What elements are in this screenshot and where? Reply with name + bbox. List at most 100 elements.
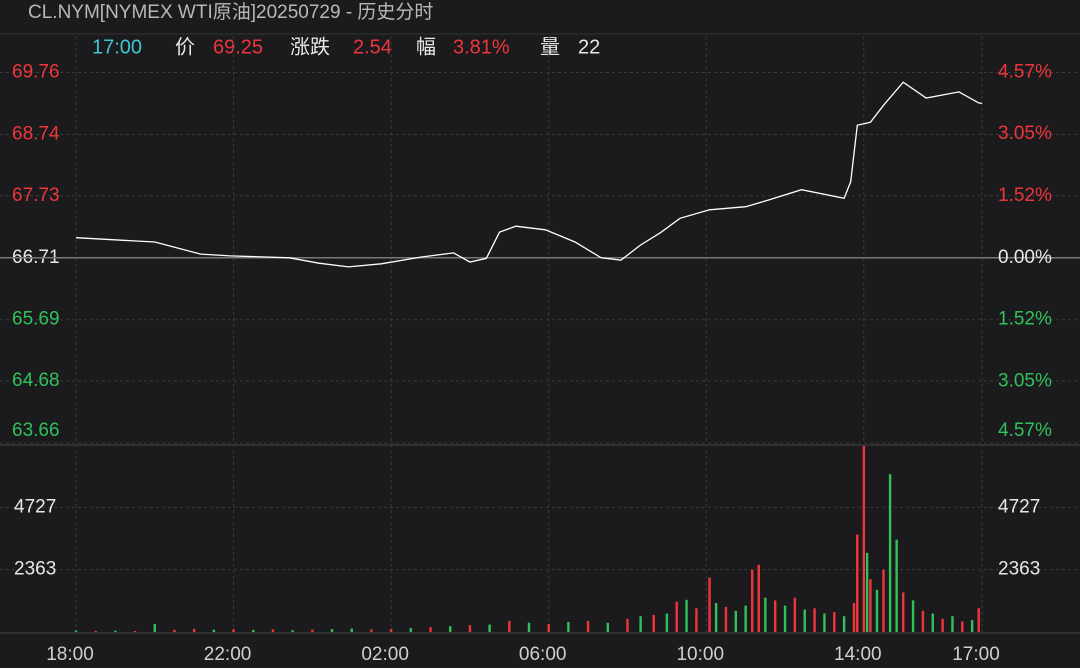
info-label: 幅 xyxy=(416,35,436,58)
volume-bar xyxy=(685,599,688,632)
volume-bar xyxy=(527,622,531,632)
volume-bar xyxy=(675,601,678,632)
volume-bar xyxy=(94,630,97,632)
volume-bar xyxy=(865,552,869,632)
volume-bar xyxy=(488,624,491,632)
volume-bar xyxy=(652,614,655,632)
volume-tick-label: 2363 xyxy=(14,559,56,580)
x-tick-label: 06:00 xyxy=(519,644,567,665)
volume-bar xyxy=(695,608,698,632)
y-tick-label: 69.76 xyxy=(12,62,60,83)
y-tick-label: 63.66 xyxy=(12,420,60,441)
volume-bar xyxy=(902,592,905,632)
volume-bar xyxy=(757,564,760,632)
volume-bar xyxy=(724,606,728,632)
volume-bar xyxy=(311,629,314,632)
volume-bar xyxy=(508,620,511,632)
info-label: 涨跌 xyxy=(290,35,330,58)
volume-bar xyxy=(330,629,334,632)
y2-tick-label: 3.05% xyxy=(998,123,1052,144)
volume-bar xyxy=(888,474,892,632)
volume-bar xyxy=(856,534,859,632)
volume-bar xyxy=(547,624,550,632)
info-time: 17:00 xyxy=(92,36,142,58)
volume-bar xyxy=(192,628,196,632)
volume-bar xyxy=(895,539,898,632)
volume-bar xyxy=(714,602,718,632)
volume-bar xyxy=(852,602,856,632)
volume-bar xyxy=(941,618,944,632)
volume-bar xyxy=(793,597,797,632)
info-label: 量 xyxy=(540,36,560,58)
volume-bar xyxy=(708,577,711,632)
volume-bar xyxy=(842,616,846,632)
y-tick-label: 65.69 xyxy=(12,309,60,330)
volume-bar xyxy=(869,579,872,632)
x-tick-label: 22:00 xyxy=(204,644,252,665)
volume-bar xyxy=(961,621,964,632)
volume-bar xyxy=(252,629,255,632)
volume-bar xyxy=(862,446,866,632)
volume-bar xyxy=(813,608,816,632)
volume-tick-label: 4727 xyxy=(14,496,56,517)
volume-bar xyxy=(389,628,393,632)
y-tick-label: 64.68 xyxy=(12,370,60,391)
volume-bar xyxy=(567,621,570,632)
volume-bar xyxy=(212,629,216,632)
volume-bar xyxy=(970,620,974,632)
volume-bar xyxy=(764,597,767,632)
price-line xyxy=(75,81,983,268)
volume-bar xyxy=(350,628,353,632)
info-value: 3.81% xyxy=(453,36,510,58)
x-tick-label: 02:00 xyxy=(361,644,409,665)
volume-bar xyxy=(291,630,294,632)
y2-tick-label: 4.57% xyxy=(998,420,1052,441)
volume-bar xyxy=(639,616,642,632)
y2-tick-label: 0.00% xyxy=(998,247,1052,268)
volume-tick-label: 4727 xyxy=(998,496,1040,517)
volume-bar xyxy=(911,600,915,632)
volume-bar xyxy=(783,605,787,632)
volume-bar xyxy=(665,613,669,632)
x-tick-label: 10:00 xyxy=(676,644,724,665)
y2-tick-label: 1.52% xyxy=(998,308,1052,329)
volume-bar xyxy=(133,630,137,632)
chart-title: CL.NYM[NYMEX WTI原油]20250729 - 历史分时 xyxy=(28,1,433,23)
x-tick-label: 17:00 xyxy=(952,644,1000,665)
volume-bar xyxy=(734,610,738,632)
volume-bar xyxy=(370,629,373,632)
volume-bar xyxy=(606,622,609,632)
x-tick-label: 14:00 xyxy=(834,644,882,665)
y-tick-label: 68.74 xyxy=(12,123,60,144)
volume-bar xyxy=(823,613,826,632)
info-value: 22 xyxy=(578,36,600,58)
volume-bar xyxy=(751,569,754,632)
volume-bar xyxy=(232,629,235,632)
x-tick-label: 18:00 xyxy=(46,644,94,665)
volume-bar xyxy=(882,569,885,632)
volume-tick-label: 2363 xyxy=(998,559,1040,580)
info-label: 价 xyxy=(175,36,195,58)
info-value: 2.54 xyxy=(353,36,392,58)
volume-bar xyxy=(921,610,925,632)
volume-bar xyxy=(773,600,777,632)
volume-bar xyxy=(931,613,934,632)
volume-bar xyxy=(449,626,452,632)
volume-bar xyxy=(586,620,590,632)
info-value: 69.25 xyxy=(213,36,263,58)
volume-bar xyxy=(833,612,836,632)
volume-bar xyxy=(409,628,413,632)
volume-bar xyxy=(468,625,472,632)
volume-bar xyxy=(173,629,176,632)
volume-bar xyxy=(429,627,432,632)
volume-bar xyxy=(74,630,78,632)
volume-bar xyxy=(153,624,156,632)
y-tick-label: 67.73 xyxy=(12,185,60,206)
volume-bar xyxy=(626,618,629,632)
volume-bar xyxy=(114,630,117,632)
y2-tick-label: 1.52% xyxy=(998,185,1052,206)
volume-bar xyxy=(977,608,980,632)
volume-bar xyxy=(951,616,954,632)
